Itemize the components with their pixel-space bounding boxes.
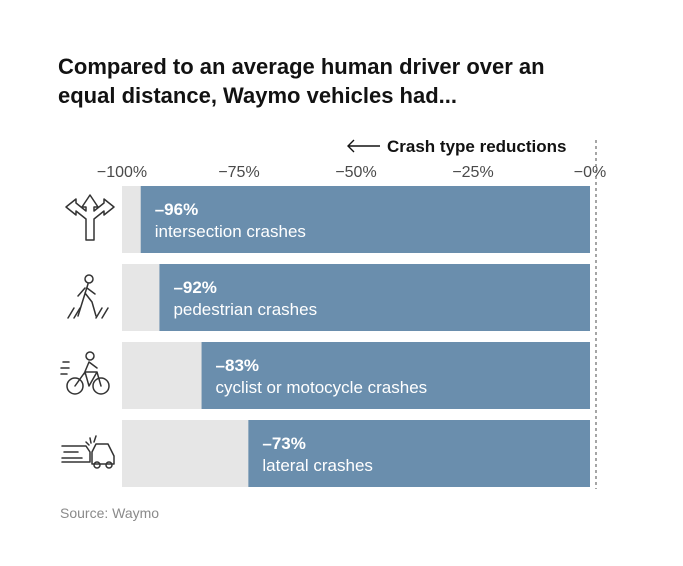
annotation-label: Crash type reductions	[387, 137, 567, 156]
bar	[140, 186, 590, 253]
x-tick-label: −0%	[574, 164, 606, 181]
bar	[201, 342, 590, 409]
bar-row: –96% intersection crashes	[122, 186, 590, 253]
bars: –96% intersection crashes –92% pedestrian c…	[122, 186, 591, 487]
intersection-arrows-icon	[65, 194, 115, 241]
bar-category-label: intersection crashes	[155, 222, 306, 241]
x-tick-label: −75%	[218, 164, 259, 181]
bar-row: –92% pedestrian crashes	[122, 264, 590, 331]
bar-row: –83% cyclist or motocycle crashes	[122, 342, 590, 409]
car-collision-icon	[61, 435, 115, 469]
source-note: Source: Waymo	[60, 505, 160, 521]
bar-value-label: –73%	[262, 434, 305, 453]
x-axis-ticks: −100% −75% −50% −25% −0%	[97, 164, 606, 181]
bar-value-label: –83%	[216, 356, 259, 375]
bar-row: –73% lateral crashes	[122, 420, 591, 487]
bar-value-label: –92%	[173, 278, 216, 297]
bar-value-label: –96%	[155, 200, 198, 219]
chart-title: Compared to an average human driver over…	[58, 52, 638, 110]
bar-category-label: lateral crashes	[262, 456, 373, 475]
x-tick-label: −25%	[452, 164, 493, 181]
bar	[248, 420, 591, 487]
category-icons	[60, 194, 115, 469]
annotation: Crash type reductions	[347, 137, 567, 156]
bar	[159, 264, 590, 331]
chart-title-line-1: Compared to an average human driver over…	[58, 54, 545, 79]
x-tick-label: −50%	[335, 164, 376, 181]
x-tick-label: −100%	[97, 164, 147, 181]
bar-category-label: pedestrian crashes	[173, 300, 317, 319]
bar-category-label: cyclist or motocycle crashes	[216, 378, 428, 397]
cyclist-icon	[60, 351, 110, 395]
chart-title-line-2: equal distance, Waymo vehicles had...	[58, 83, 457, 108]
pedestrian-icon	[67, 274, 109, 319]
annotation-arrow-head	[347, 139, 355, 153]
